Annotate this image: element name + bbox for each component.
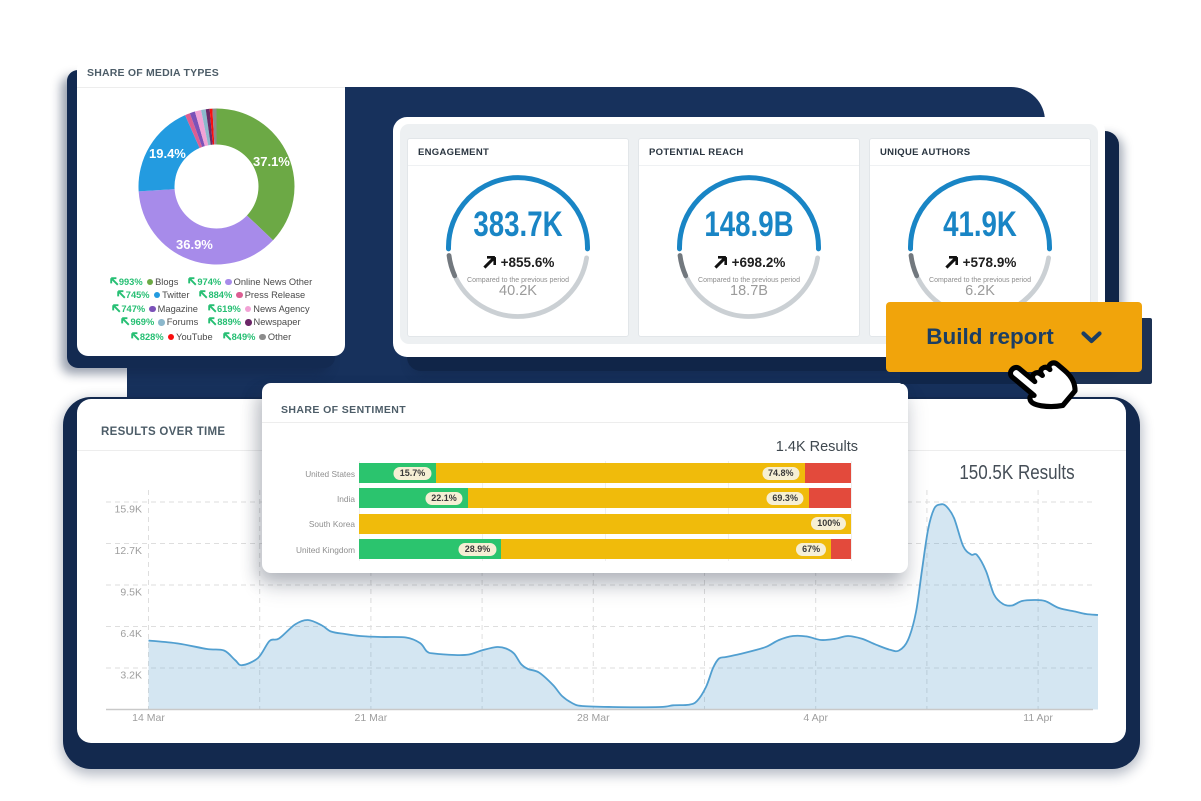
- svg-text:6.4K: 6.4K: [120, 628, 142, 640]
- svg-text:14 Mar: 14 Mar: [132, 712, 165, 724]
- svg-text:15.9K: 15.9K: [115, 504, 142, 516]
- svg-text:4 Apr: 4 Apr: [803, 712, 828, 724]
- svg-text:3.2K: 3.2K: [120, 670, 142, 682]
- svg-text:9.5K: 9.5K: [120, 587, 142, 599]
- svg-text:21 Mar: 21 Mar: [355, 712, 388, 724]
- svg-text:28 Mar: 28 Mar: [577, 712, 610, 724]
- svg-text:11 Apr: 11 Apr: [1023, 712, 1053, 724]
- svg-text:12.7K: 12.7K: [115, 545, 142, 557]
